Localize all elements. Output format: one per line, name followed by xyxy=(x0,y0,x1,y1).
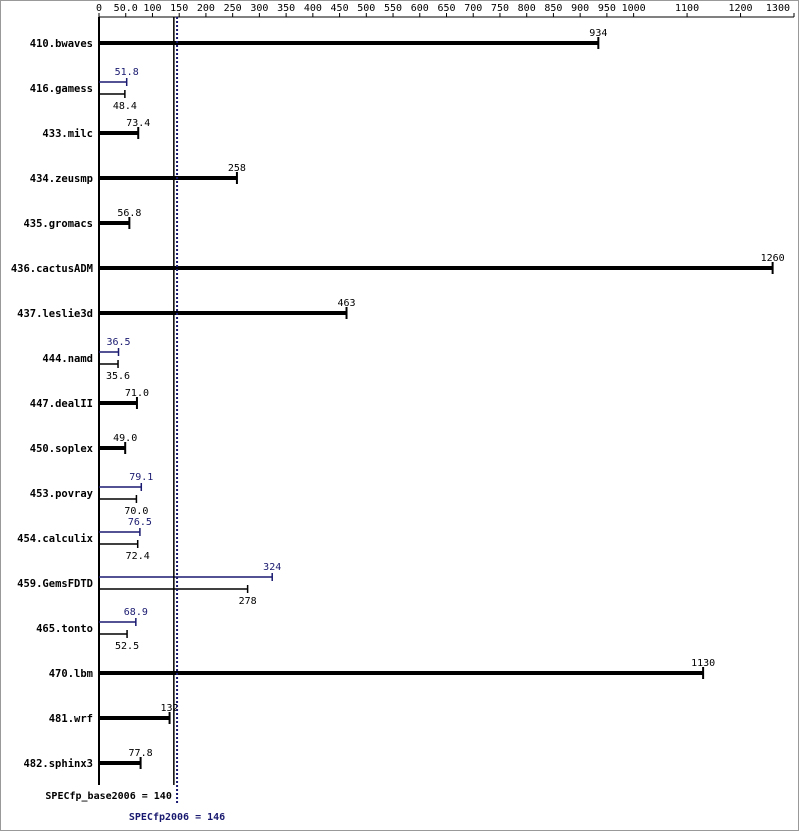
x-tick-label: 450 xyxy=(331,3,349,14)
x-tick-label: 700 xyxy=(464,3,482,14)
x-tick-label: 650 xyxy=(437,3,455,14)
value-label: 56.8 xyxy=(117,208,141,219)
value-label: 278 xyxy=(239,596,257,607)
reference-label: SPECfp_base2006 = 140 xyxy=(45,791,171,802)
x-tick-label: 250 xyxy=(224,3,242,14)
value-label: 463 xyxy=(337,298,355,309)
x-tick-label: 1200 xyxy=(728,3,752,14)
x-tick-label: 200 xyxy=(197,3,215,14)
category-label: 450.soplex xyxy=(30,443,94,455)
value-label: 324 xyxy=(263,562,281,573)
x-tick-label: 900 xyxy=(571,3,589,14)
x-tick-label: 500 xyxy=(357,3,375,14)
category-label: 470.lbm xyxy=(49,668,93,680)
x-tick-label: 1300 xyxy=(766,3,790,14)
value-label: 36.5 xyxy=(106,337,130,348)
category-label: 434.zeusmp xyxy=(30,173,93,185)
x-tick-label: 100 xyxy=(143,3,161,14)
value-label: 76.5 xyxy=(128,517,152,528)
value-label: 934 xyxy=(589,28,607,39)
x-tick-label: 800 xyxy=(518,3,536,14)
value-label: 77.8 xyxy=(129,748,153,759)
value-label: 35.6 xyxy=(106,371,130,382)
category-label: 416.gamess xyxy=(30,83,93,95)
category-label: 435.gromacs xyxy=(23,218,93,230)
value-label: 70.0 xyxy=(124,506,148,517)
value-label: 52.5 xyxy=(115,641,139,652)
category-label: 410.bwaves xyxy=(30,38,93,50)
x-tick-label: 600 xyxy=(411,3,429,14)
value-label: 51.8 xyxy=(115,67,139,78)
value-label: 72.4 xyxy=(126,551,150,562)
category-label: 454.calculix xyxy=(17,533,94,545)
category-label: 447.dealII xyxy=(30,398,93,410)
value-label: 68.9 xyxy=(124,607,148,618)
category-label: 433.milc xyxy=(42,128,93,140)
x-tick-label: 0 xyxy=(96,3,102,14)
value-label: 79.1 xyxy=(129,472,153,483)
value-label: 73.4 xyxy=(126,118,150,129)
x-tick-label: 300 xyxy=(250,3,268,14)
value-label: 258 xyxy=(228,163,246,174)
x-tick-label: 750 xyxy=(491,3,509,14)
x-tick-label: 1000 xyxy=(622,3,646,14)
category-label: 481.wrf xyxy=(49,713,93,725)
category-label: 444.namd xyxy=(42,353,93,365)
value-label: 132 xyxy=(161,703,179,714)
x-tick-label: 50.0 xyxy=(114,3,138,14)
category-label: 482.sphinx3 xyxy=(23,758,93,770)
value-label: 49.0 xyxy=(113,433,137,444)
value-label: 48.4 xyxy=(113,101,137,112)
category-label: 459.GemsFDTD xyxy=(17,578,93,590)
category-label: 436.cactusADM xyxy=(11,263,93,275)
category-label: 453.povray xyxy=(30,488,94,500)
x-tick-label: 350 xyxy=(277,3,295,14)
x-tick-label: 850 xyxy=(544,3,562,14)
category-label: 465.tonto xyxy=(36,623,93,635)
value-label: 1130 xyxy=(691,658,715,669)
x-tick-label: 550 xyxy=(384,3,402,14)
value-label: 71.0 xyxy=(125,388,149,399)
category-label: 437.leslie3d xyxy=(17,308,93,320)
x-tick-label: 950 xyxy=(598,3,616,14)
x-tick-label: 150 xyxy=(170,3,188,14)
value-label: 1260 xyxy=(761,253,785,264)
x-tick-label: 400 xyxy=(304,3,322,14)
reference-label: SPECfp2006 = 146 xyxy=(129,812,225,823)
x-tick-label: 1100 xyxy=(675,3,699,14)
